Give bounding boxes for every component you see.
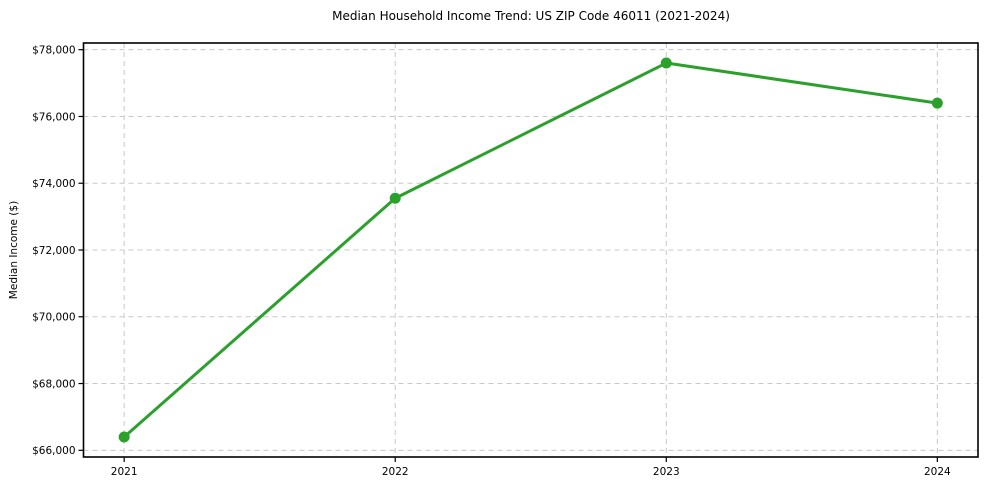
x-tick-label: 2024 <box>924 466 951 478</box>
data-line <box>122 61 939 439</box>
y-tick-label: $76,000 <box>32 111 75 123</box>
y-tick-label: $66,000 <box>32 445 75 457</box>
data-point-marker <box>931 97 943 109</box>
chart-title: Median Household Income Trend: US ZIP Co… <box>332 9 730 23</box>
y-tick-label: $78,000 <box>32 44 75 56</box>
data-point-marker <box>660 57 672 69</box>
data-point-marker <box>118 431 130 443</box>
y-tick-label: $68,000 <box>32 378 75 390</box>
data-point-marker <box>389 192 401 204</box>
x-tick-label: 2021 <box>111 466 138 478</box>
x-tick-label: 2022 <box>382 466 409 478</box>
x-tick-label: 2023 <box>653 466 680 478</box>
y-tick-label: $74,000 <box>32 178 75 190</box>
y-tick-label: $70,000 <box>32 312 75 324</box>
y-tick-label: $72,000 <box>32 245 75 257</box>
